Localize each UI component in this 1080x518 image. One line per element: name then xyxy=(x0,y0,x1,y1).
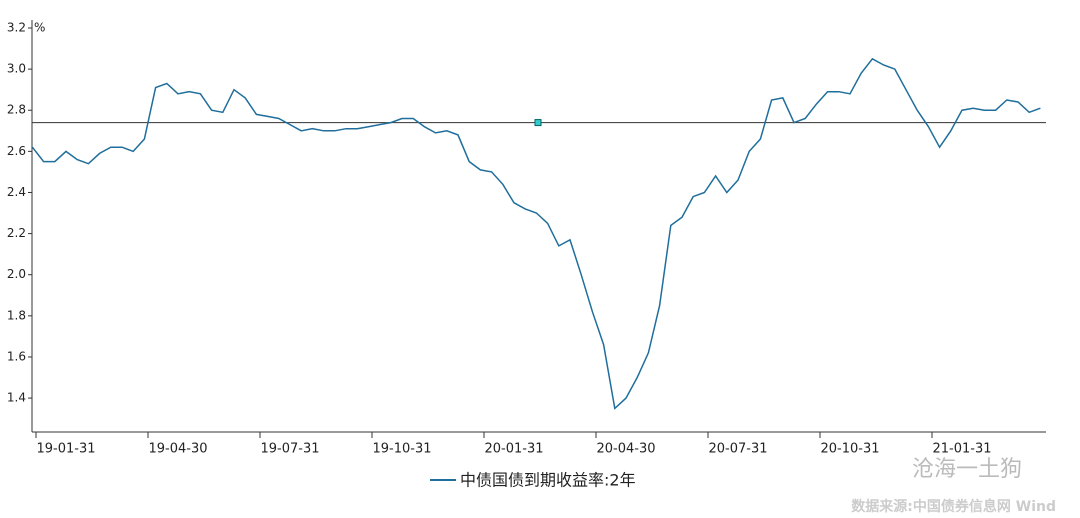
x-tick-label: 20-10-31 xyxy=(820,442,879,457)
y-unit: % xyxy=(34,21,45,35)
watermark: 沧海一土狗 xyxy=(912,457,1022,482)
y-tick-label: 2.4 xyxy=(7,185,26,199)
reference-marker xyxy=(534,119,542,127)
x-tick-label: 20-07-31 xyxy=(708,442,767,457)
y-tick-label: 2.0 xyxy=(7,267,26,281)
y-tick-label: 3.0 xyxy=(7,62,26,76)
x-tick-label: 19-04-30 xyxy=(148,442,207,457)
y-tick-label: 2.6 xyxy=(7,144,26,158)
y-tick-label: 2.2 xyxy=(7,226,26,240)
x-tick-label: 19-01-31 xyxy=(36,442,95,457)
x-tick-label: 21-01-31 xyxy=(932,442,991,457)
source-note: 数据来源:中国债券信息网 Wind xyxy=(851,498,1056,515)
y-tick-label: 2.8 xyxy=(7,103,26,117)
x-tick-label: 19-07-31 xyxy=(260,442,319,457)
series-line xyxy=(31,57,1041,410)
x-tick-label: 20-04-30 xyxy=(596,442,655,457)
x-tick-label: 20-01-31 xyxy=(484,442,543,457)
y-tick-label: 3.2 xyxy=(7,21,26,35)
legend-label: 中债国债到期收益率:2年 xyxy=(460,471,636,490)
x-tick-label: 19-10-31 xyxy=(372,442,431,457)
y-tick-label: 1.8 xyxy=(7,308,26,322)
y-tick-label: 1.4 xyxy=(7,391,26,405)
y-tick-label: 1.6 xyxy=(7,349,26,363)
